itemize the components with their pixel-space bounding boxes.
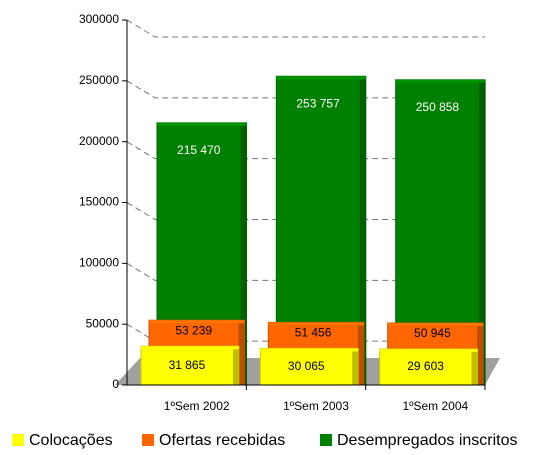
bar-top [268,322,364,326]
grid-line [126,141,485,160]
data-label: 215 470 [177,143,221,157]
data-label: 53 239 [175,323,212,337]
bar-top [260,348,359,352]
bar-side [232,346,239,385]
bar-top [141,346,239,350]
y-tick-label: 50000 [86,316,120,330]
bar [259,347,359,386]
grid-line [126,262,485,281]
x-tick-label: 1ºSem 2004 [402,399,468,413]
bar-top [387,323,484,327]
y-tick-label: 0 [112,377,119,391]
legend: Colocações Ofertas recebidas Desempregados… [12,432,518,449]
data-label: 30 065 [288,359,325,373]
y-tick-label: 100000 [79,256,119,270]
y-tick-label: 200000 [79,134,119,148]
bar-side [357,322,364,385]
data-label: 50 945 [414,326,451,340]
y-tick-label: 300000 [79,12,119,26]
bar-top [395,79,486,83]
y-tick-label: 150000 [79,195,119,209]
bar [379,348,479,386]
data-label: 51 456 [295,326,332,340]
bar-side [352,348,359,385]
data-label: 253 757 [296,96,340,110]
legend-label: Colocações [29,432,113,449]
data-label: 250 858 [416,100,460,114]
legend-swatch [320,434,332,446]
bar-side [359,76,366,385]
bar-side [238,320,245,385]
data-label: 31 865 [169,358,206,372]
x-tick-label: 1ºSem 2002 [164,399,230,413]
legend-label: Ofertas recebidas [159,432,285,449]
bars: 215 470 253 757 250 858 53 239 51 456 50 945 3… [140,75,486,386]
bar-top [276,76,366,80]
bar-side [479,79,486,386]
bar-top [149,320,245,324]
legend-swatch [12,434,24,446]
grid-line [126,19,485,38]
x-tick-label: 1ºSem 2003 [283,399,349,413]
grid-line [126,202,485,220]
y-tick-label: 250000 [79,73,119,87]
legend-label: Desempregados inscritos [337,432,518,449]
bar-side [471,348,478,385]
bar-side [477,323,484,385]
bar-side [240,122,247,385]
bar [140,345,240,386]
data-label: 29 603 [407,359,444,373]
legend-swatch [142,434,154,446]
grid-line [126,80,485,99]
bar-top [379,348,478,352]
bar-top [157,122,247,126]
